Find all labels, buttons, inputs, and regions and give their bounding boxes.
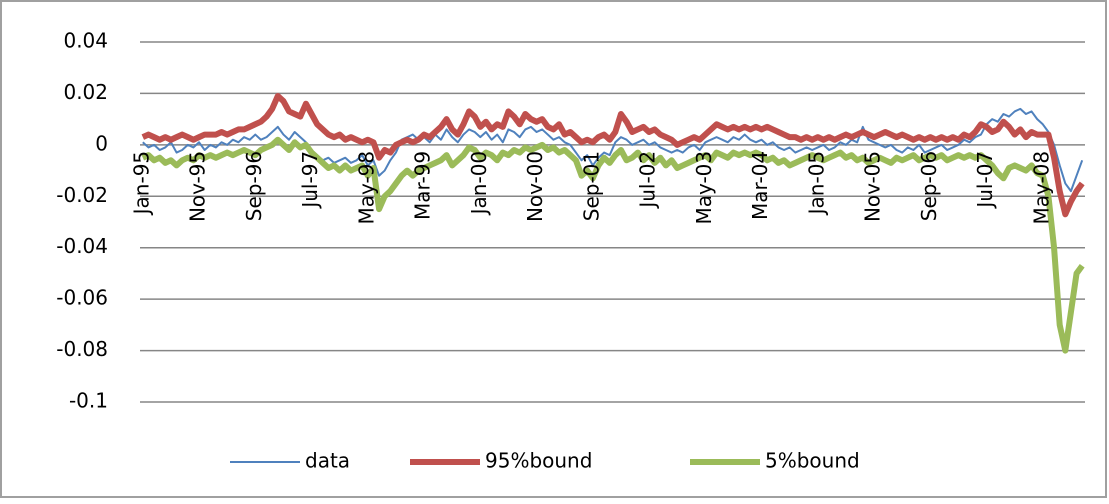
y-tick-label: 0.02	[63, 80, 108, 104]
x-tick-label: Mar-99	[411, 151, 435, 220]
x-tick-label: Sep-01	[579, 151, 603, 221]
x-tick-label: Jan-95	[129, 151, 153, 217]
x-tick-label: Jul-02	[636, 151, 660, 210]
x-tick-label: Mar-04	[748, 151, 772, 220]
series-line	[141, 136, 1085, 354]
legend-label: data	[305, 449, 350, 473]
x-tick-label: Jul-97	[298, 151, 322, 210]
x-tick-label: Jan-05	[804, 151, 828, 217]
x-tick-label: Jul-07	[973, 151, 997, 210]
legend-label: 95%bound	[485, 449, 592, 473]
legend-label: 5%bound	[765, 449, 860, 473]
x-tick-label: Nov-05	[861, 151, 885, 222]
y-tick-label: -0.04	[56, 234, 108, 258]
y-tick-label: -0.1	[69, 389, 108, 413]
x-tick-label: May-98	[354, 151, 378, 225]
y-tick-label: -0.02	[56, 183, 108, 207]
x-tick-label: Sep-06	[917, 151, 941, 221]
series-line	[142, 107, 1084, 193]
y-tick-label: -0.06	[56, 286, 108, 310]
x-tick-label: Nov-95	[186, 151, 210, 222]
x-tick-label: May-03	[692, 151, 716, 225]
x-tick-label: Nov-00	[523, 151, 547, 222]
y-tick-label: -0.08	[56, 337, 108, 361]
y-tick-label: 0	[95, 131, 108, 155]
x-tick-label: Jan-00	[467, 151, 491, 217]
series-line	[141, 93, 1085, 218]
x-tick-label: May-08	[1029, 151, 1053, 225]
y-tick-label: 0.04	[63, 29, 108, 53]
x-tick-label: Sep-96	[242, 151, 266, 221]
